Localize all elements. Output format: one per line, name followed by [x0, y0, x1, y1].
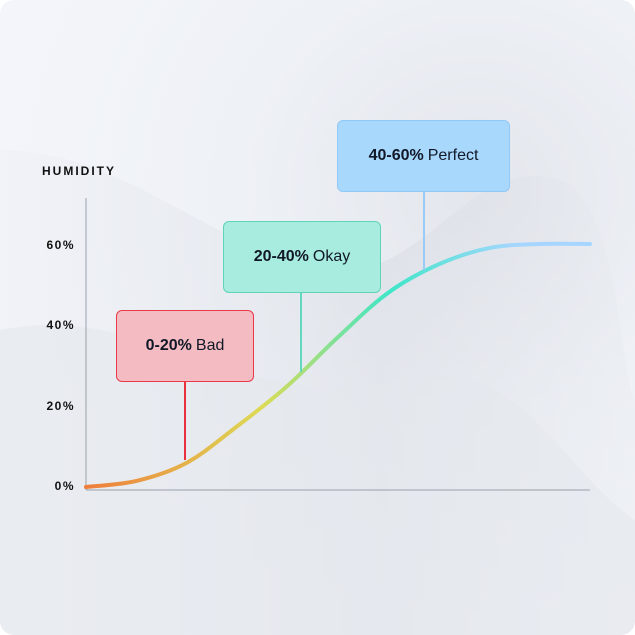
- annotation-perfect: 40-60% Perfect: [337, 120, 510, 192]
- annotation-range: 0-20%: [145, 337, 192, 354]
- annotation-range: 20-40%: [253, 248, 309, 265]
- humidity-curve: [84, 241, 592, 489]
- annotation-bad: 0-20% Bad: [116, 310, 254, 382]
- annotation-range: 40-60%: [368, 147, 424, 164]
- annotation-label: Bad: [195, 337, 225, 354]
- y-tick-60: 60%: [46, 238, 75, 252]
- y-tick-40: 40%: [46, 318, 75, 332]
- annotation-label: Perfect: [427, 147, 479, 164]
- y-tick-20: 20%: [46, 399, 75, 413]
- annotation-okay: 20-40% Okay: [223, 221, 381, 293]
- y-axis-title: HUMIDITY: [42, 164, 116, 178]
- y-tick-0: 0%: [54, 479, 75, 493]
- annotation-label: Okay: [312, 248, 351, 265]
